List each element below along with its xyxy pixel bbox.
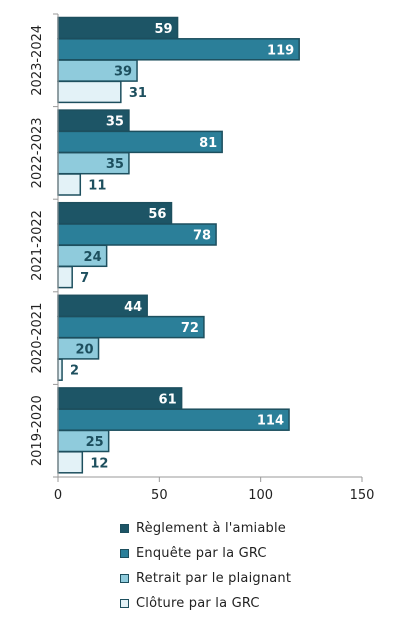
bar-value-label: 20 [75,342,93,357]
legend-item: Clôture par la GRC [120,591,291,616]
bar-value-label: 11 [88,179,106,194]
bar-value-label: 35 [106,157,124,172]
category-label: 2023-2024 [30,25,45,96]
legend-swatch [120,524,129,533]
bar [57,265,73,289]
legend-item: Retrait par le plaignant [120,566,291,591]
bar-value-label: 59 [154,22,172,37]
legend-item: Enquête par la GRC [120,541,291,566]
category-label: 2019-2020 [30,395,45,466]
legend-swatch [120,549,129,558]
x-tick-label: 150 [350,488,375,503]
x-tick-label: 50 [151,488,168,503]
bar-value-label: 61 [159,392,177,407]
legend-swatch [120,574,129,583]
category-label: 2022-2023 [30,117,45,188]
bar-value-label: 2 [70,364,79,379]
x-tick-label: 0 [54,488,62,503]
legend: Règlement à l'amiable Enquête par la GRC… [120,516,291,616]
category-label: 2020-2021 [30,303,45,374]
x-tick-label: 100 [248,488,273,503]
bar [57,451,84,474]
legend-swatch [120,599,129,608]
legend-label: Retrait par le plaignant [136,571,292,586]
bar-value-label: 39 [114,65,132,80]
bar-value-label: 78 [193,229,211,244]
bar-value-label: 35 [106,115,124,130]
bar-value-label: 31 [129,86,147,101]
bar-value-label: 25 [86,435,104,450]
bar-value-label: 114 [257,414,284,429]
bar-value-label: 44 [124,300,142,315]
bar-value-label: 81 [199,136,217,151]
bar [57,408,290,431]
legend-label: Règlement à l'amiable [136,521,286,536]
category-label: 2021-2022 [30,210,45,281]
bar-value-label: 12 [90,456,108,471]
bar-value-label: 119 [267,43,294,58]
bar [57,38,300,61]
legend-label: Enquête par la GRC [136,546,267,561]
legend-item: Règlement à l'amiable [120,516,291,541]
bar [57,173,82,196]
bar-value-label: 72 [181,321,199,336]
bar-value-label: 56 [148,207,166,222]
bar [57,80,122,104]
bar-value-label: 24 [84,250,102,265]
bar [57,130,223,154]
bar-value-label: 7 [80,271,89,286]
legend-label: Clôture par la GRC [136,596,260,611]
bar [57,358,63,381]
